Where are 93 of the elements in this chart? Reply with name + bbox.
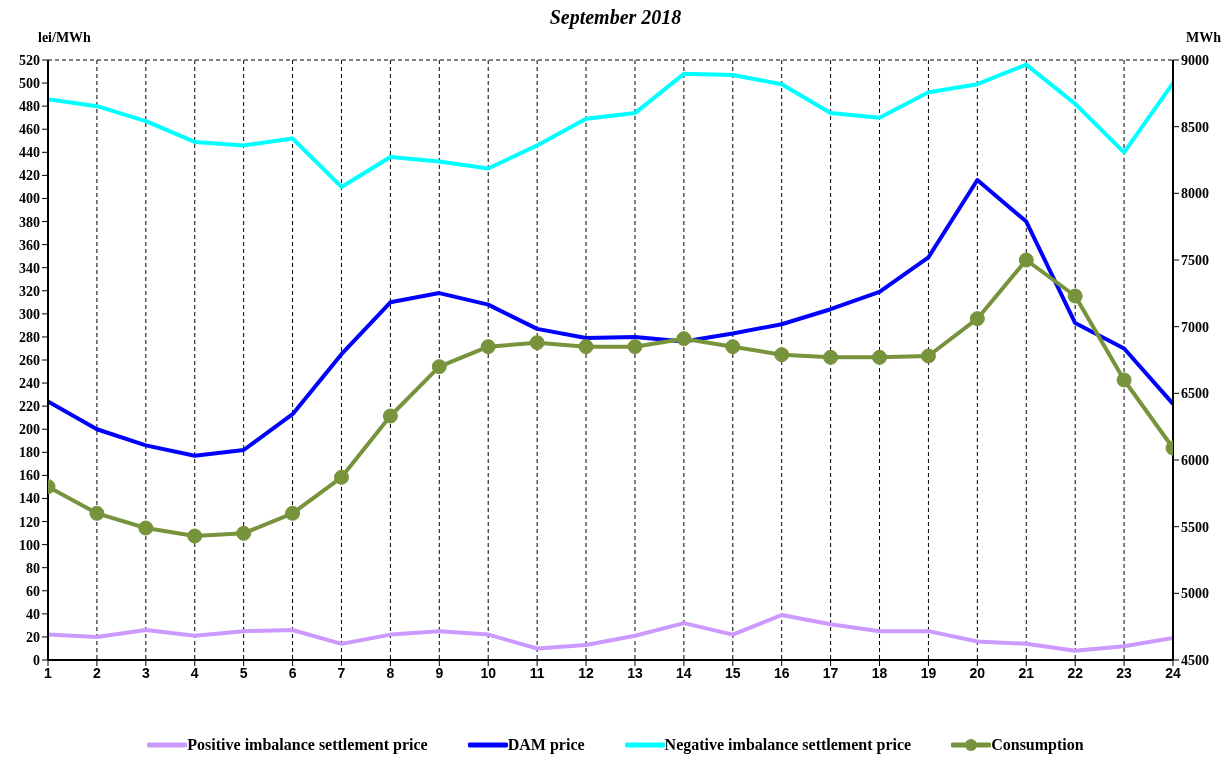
point [823, 349, 839, 365]
y-tick-label: 440 [19, 145, 40, 161]
point [431, 359, 447, 375]
y2-tick-label: 7000 [1181, 319, 1209, 335]
y-tick-label: 80 [26, 560, 40, 576]
legend-label: Negative imbalance settlement price [664, 736, 912, 754]
x-tick-label: 19 [920, 664, 937, 681]
legend-label: Consumption [991, 736, 1084, 754]
y-tick-label: 300 [19, 306, 40, 322]
x-tick-label: 23 [1116, 664, 1133, 681]
x-tick-label: 18 [871, 664, 888, 681]
point [725, 339, 741, 355]
point [236, 525, 252, 541]
x-tick-label: 17 [822, 664, 839, 681]
x-tick-label: 2 [93, 664, 102, 681]
y2-tick-label: 5500 [1181, 519, 1209, 535]
y-tick-label: 340 [19, 260, 40, 276]
y-tick-label: 280 [19, 329, 40, 345]
line-series [48, 62, 1173, 189]
x-tick-label: 6 [288, 664, 297, 681]
y-tick-label: 260 [19, 352, 40, 368]
legend-label: DAM price [507, 736, 585, 754]
chart-title: September 2018 [548, 6, 683, 29]
x-tick-label: 20 [969, 664, 986, 681]
y2-tick-label: 5000 [1181, 586, 1209, 602]
x-tick-label: 14 [676, 664, 692, 681]
x-tick-label: 13 [627, 664, 643, 681]
x-tick-label: 16 [773, 664, 790, 681]
y-tick-label: 180 [19, 445, 40, 461]
y-tick-label: 400 [19, 191, 40, 207]
x-tick-label: 7 [337, 664, 346, 681]
y-tick-label: 520 [19, 52, 40, 68]
y-tick-label: 60 [26, 583, 40, 599]
point [1067, 288, 1083, 304]
y2-tick-label: 8500 [1181, 119, 1209, 135]
point [187, 528, 203, 544]
y-tick-label: 360 [19, 237, 40, 253]
y-axis-title: lei/MWh [38, 30, 91, 46]
y-tick-label: 460 [19, 122, 40, 138]
y-tick-label: 160 [19, 468, 40, 484]
point [676, 331, 692, 347]
line-series [48, 613, 1173, 653]
y-tick-label: 200 [19, 422, 40, 438]
line-series [48, 178, 1173, 458]
y-tick-label: 480 [19, 99, 40, 115]
x-tick-label: 24 [1165, 664, 1181, 681]
x-tick-label: 22 [1067, 664, 1084, 681]
y2-tick-label: 6500 [1181, 386, 1209, 402]
x-tick-label: 1 [44, 664, 53, 681]
x-tick-label: 12 [578, 664, 595, 681]
y-tick-label: 40 [26, 606, 40, 622]
x-tick-label: 21 [1018, 664, 1035, 681]
point [529, 335, 545, 351]
y2-tick-label: 4500 [1181, 652, 1209, 668]
point [1116, 372, 1132, 388]
point [138, 520, 154, 536]
y-tick-label: 240 [19, 376, 40, 392]
point [920, 348, 936, 364]
x-tick-label: 11 [529, 664, 545, 681]
y-tick-label: 140 [19, 491, 40, 507]
point [872, 349, 888, 365]
x-tick-label: 8 [386, 664, 395, 681]
y-tick-label: 120 [19, 514, 40, 530]
legend-label: Positive imbalance settlement price [187, 736, 428, 754]
y-tick-label: 500 [19, 76, 40, 92]
y2-axis-title: MWh [1186, 30, 1221, 46]
point [627, 339, 643, 355]
x-tick-label: 5 [239, 664, 248, 681]
y2-tick-label: 7500 [1181, 252, 1209, 268]
point [333, 469, 349, 485]
x-tick-label: 3 [141, 664, 150, 681]
y-tick-label: 380 [19, 214, 40, 230]
x-tick-label: 4 [190, 664, 199, 681]
y2-tick-label: 6000 [1181, 452, 1209, 468]
y-tick-label: 220 [19, 399, 40, 415]
x-tick-label: 15 [724, 664, 741, 681]
x-tick-label: 10 [480, 664, 497, 681]
y-tick-label: 0 [33, 652, 40, 668]
point [1018, 252, 1034, 268]
x-tick-label: 9 [435, 664, 444, 681]
y2-tick-label: 8000 [1181, 186, 1209, 202]
y-tick-label: 20 [26, 629, 40, 645]
y-tick-label: 100 [19, 537, 40, 553]
y-tick-label: 420 [19, 168, 40, 184]
y2-tick-label: 9000 [1181, 52, 1209, 68]
point [480, 339, 496, 355]
point [382, 408, 398, 424]
point [774, 347, 790, 363]
point [89, 505, 105, 521]
point [969, 311, 985, 327]
y-tick-label: 320 [19, 283, 40, 299]
point [578, 339, 594, 355]
point [285, 505, 301, 521]
